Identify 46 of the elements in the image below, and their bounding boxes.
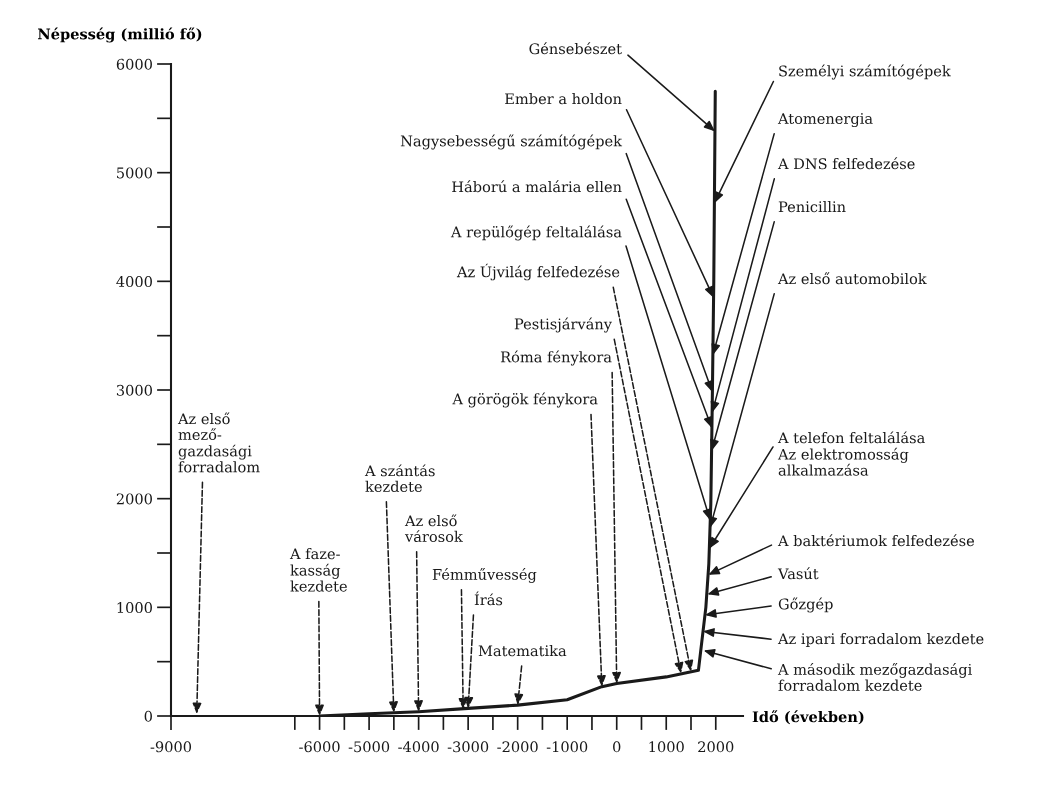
annotation: A faze- kasság kezdete <box>289 548 347 592</box>
annotation: Az ipari forradalom kezdete <box>777 632 984 648</box>
x-tick-label: -5000 <box>348 741 390 753</box>
annotation: A repülőgép feltalálása <box>450 225 622 241</box>
y-tick-label: 4000 <box>116 276 152 288</box>
annotation: A szántás kezdete <box>364 464 435 493</box>
x-tick-label: -6000 <box>299 741 340 753</box>
annotation: Személyi számítógépek <box>779 64 951 80</box>
y-tick-label: 5000 <box>117 167 152 179</box>
annotation: Gőzgép <box>778 597 833 613</box>
annotation: Atomenergia <box>777 113 873 128</box>
annotation: Írás <box>474 591 503 606</box>
annotation: Nagysebességű számítógépek <box>400 134 623 150</box>
y-tick-label: 2000 <box>116 493 152 505</box>
annotation: Pestisjárvány <box>514 317 612 333</box>
y-tick-label: 0 <box>144 710 152 722</box>
annotation: Ember a holdon <box>505 92 622 105</box>
x-tick-label: 2000 <box>698 741 734 753</box>
annotation: A baktériumok felfedezése <box>777 534 975 547</box>
x-tick-label: -4000 <box>398 741 439 753</box>
y-tick-label: 6000 <box>116 58 152 70</box>
annotation: A telefon feltalálása Az elektromosság alkalmazása <box>777 431 925 476</box>
y-tick-label: 1000 <box>117 602 152 614</box>
annotation: Az első mező- gazdasági forradalom <box>177 412 260 473</box>
x-tick-label: -1000 <box>546 741 588 753</box>
y-tick-label: 3000 <box>116 384 152 396</box>
x-tick-label: -2000 <box>497 741 538 753</box>
annotation: Az első automobilok <box>777 272 927 285</box>
annotation: A második mezőgazdasági forradalom kezdete <box>777 663 972 691</box>
annotation: Háború a malária ellen <box>452 180 622 193</box>
annotation: Vasút <box>777 567 819 580</box>
x-tick-label: -3000 <box>447 741 489 753</box>
annotation: Penicillin <box>778 200 846 213</box>
annotation: Fémművesség <box>432 568 537 583</box>
annotation: Róma fénykora <box>500 350 612 366</box>
annotation: Az Újvilág felfedezése <box>456 263 620 281</box>
annotation: A görögök fénykora <box>452 392 598 408</box>
annotation: Az első városok <box>404 514 463 543</box>
x-tick-label: 0 <box>613 741 621 753</box>
x-axis-title: Idő (években) <box>752 710 864 725</box>
x-tick-label: -9000 <box>150 741 192 753</box>
y-axis-title: Népesség (millió fő) <box>38 27 202 43</box>
annotation: A DNS felfedezése <box>777 157 915 170</box>
annotation: Matematika <box>478 645 567 657</box>
x-tick-label: 1000 <box>649 741 684 753</box>
annotation: Génsebészet <box>529 42 622 55</box>
